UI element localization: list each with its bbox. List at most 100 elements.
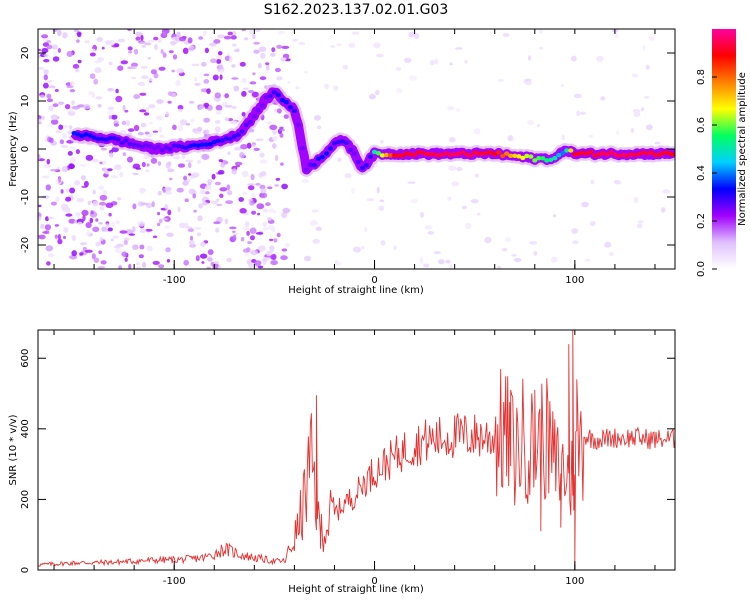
noise-blob [140,35,144,41]
ridge-cell [263,95,269,100]
noise-blob [91,158,99,163]
noise-blob [50,168,58,172]
noise-blob [456,166,463,172]
noise-blob [219,193,224,198]
noise-blob [140,202,149,206]
noise-blob [50,201,57,206]
noise-blob [146,245,153,252]
ridge-cell [303,167,309,173]
noise-blob [576,110,581,117]
noise-blob [117,38,126,43]
noise-blob [185,123,191,126]
noise-blob [615,180,622,185]
noise-blob [115,248,123,253]
noise-blob [304,70,308,74]
ridge-cell [367,154,374,159]
noise-blob [178,124,184,132]
ridge-cell [147,144,153,149]
noise-blob [41,34,49,39]
noise-blob [132,65,137,70]
noise-blob [190,235,193,241]
noise-blob [118,265,122,269]
noise-blob [162,52,167,58]
ridge-cell [552,156,558,161]
noise-blob [52,56,60,62]
noise-blob [166,232,174,237]
noise-blob [484,237,492,244]
noise-blob [166,259,171,263]
noise-blob [164,204,169,210]
noise-blob [69,146,76,150]
noise-blob [133,94,141,100]
noise-blob [241,77,247,84]
noise-blob [84,180,89,188]
noise-blob [185,159,193,163]
snr-series-line [38,330,675,568]
ridge-cell [464,152,470,157]
ridge-cell [323,151,330,156]
noise-blob [496,265,502,269]
noise-blob [157,37,162,44]
noise-blob [55,196,60,203]
ridge-cell [75,132,81,137]
noise-blob [187,228,194,233]
noise-blob [474,128,481,135]
noise-blob [92,226,100,233]
noise-blob [141,44,146,48]
noise-blob [98,201,107,206]
ridge-cell [255,108,261,113]
noise-blob [241,112,246,117]
ridge-cell [568,148,574,153]
noise-blob [207,249,214,256]
ridge-cell [452,151,458,157]
noise-blob [188,240,195,246]
noise-blob [132,226,136,233]
noise-blob [214,181,221,186]
noise-blob [54,89,59,92]
noise-blob [191,63,200,67]
noise-blob [43,82,49,89]
noise-blob [145,107,150,112]
noise-blob [281,45,290,50]
noise-blob [223,35,232,40]
x-tick-label: 100 [565,576,584,587]
ridge-cell [596,152,602,157]
noise-blob [66,51,74,57]
noise-blob [226,184,231,191]
noise-blob [121,120,127,126]
colorbar-tick-label: 0.6 [696,117,707,133]
noise-blob [80,175,86,181]
colorbar-gradient [712,29,736,269]
noise-blob [648,35,655,41]
ridge-cell [392,153,398,158]
noise-blob [213,261,220,265]
noise-blob [38,121,42,125]
snr-y-axis-label: SNR (10 * v/v) [8,414,19,485]
noise-blob [270,52,276,57]
noise-blob [137,221,146,227]
noise-blob [514,257,522,263]
noise-blob [633,196,639,203]
noise-blob [589,221,596,227]
noise-blob [213,221,221,225]
ridge-cell [420,150,426,155]
noise-blob [581,201,589,208]
noise-blob [333,85,339,92]
noise-blob [227,151,231,155]
noise-blob [108,212,112,217]
ridge-cell [584,151,590,156]
noise-blob [172,124,177,131]
noise-blob [185,226,192,229]
ridge-cell [111,136,117,141]
ridge-cell [544,158,550,163]
noise-blob [169,41,178,45]
ridge-cell [311,162,317,168]
ridge-cell [371,149,378,155]
noise-blob [203,79,210,84]
noise-blob [262,208,269,213]
noise-blob [614,33,619,39]
noise-blob [119,171,124,178]
noise-blob [232,43,237,47]
noise-blob [376,53,384,58]
noise-blob [258,245,266,252]
